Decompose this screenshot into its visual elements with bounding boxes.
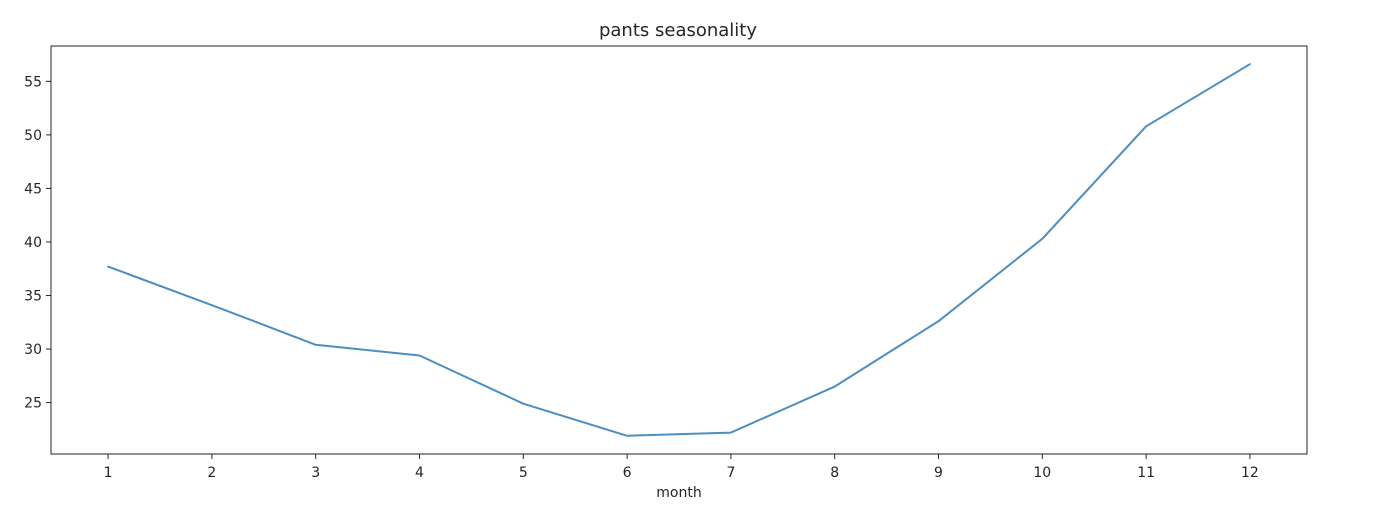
y-tick-label: 40: [24, 235, 42, 251]
y-tick-label: 55: [24, 74, 42, 90]
x-tick-label: 11: [1137, 465, 1155, 481]
y-axis-ticks: 25 30 35 40 45 50 55: [24, 74, 51, 412]
x-tick-label: 9: [934, 465, 943, 481]
y-tick-label: 45: [24, 181, 42, 197]
x-tick-label: 12: [1241, 465, 1259, 481]
x-tick-label: 2: [207, 465, 216, 481]
x-axis-title: month: [656, 485, 701, 501]
x-tick-label: 7: [726, 465, 735, 481]
y-tick-label: 50: [24, 128, 42, 144]
x-tick-label: 5: [519, 465, 528, 481]
x-axis-ticks: 1 2 3 4 5 6 7 8 9 10 11 12: [104, 454, 1259, 481]
x-tick-label: 3: [311, 465, 320, 481]
y-tick-label: 35: [24, 289, 42, 305]
chart-title: pants seasonality: [599, 20, 757, 41]
y-tick-label: 30: [24, 342, 42, 358]
x-tick-label: 1: [104, 465, 113, 481]
x-tick-label: 4: [415, 465, 424, 481]
x-tick-label: 6: [623, 465, 632, 481]
y-tick-label: 25: [24, 396, 42, 412]
x-tick-label: 8: [830, 465, 839, 481]
series-line: [107, 63, 1251, 437]
plot-area-frame: [50, 45, 1308, 455]
x-tick-label: 10: [1033, 465, 1051, 481]
